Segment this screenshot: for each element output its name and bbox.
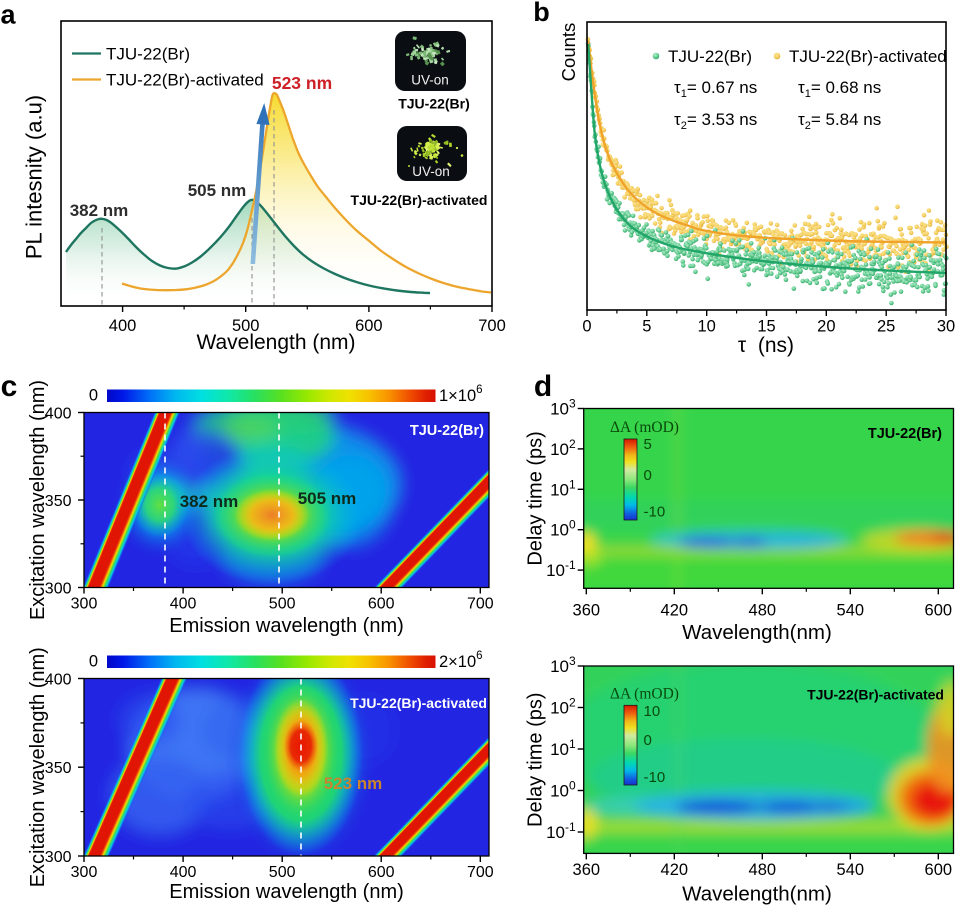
svg-text:360: 360 bbox=[573, 861, 601, 879]
svg-text:300: 300 bbox=[45, 849, 72, 866]
svg-text:τ1= 0.68 ns: τ1= 0.68 ns bbox=[798, 78, 881, 100]
svg-text:103: 103 bbox=[550, 654, 576, 676]
svg-text:c: c bbox=[1, 370, 18, 403]
svg-text:UV-on: UV-on bbox=[412, 164, 450, 179]
svg-text:102: 102 bbox=[550, 696, 576, 718]
svg-text:-10: -10 bbox=[644, 769, 666, 786]
svg-text:d: d bbox=[534, 370, 552, 403]
svg-text:0: 0 bbox=[89, 387, 98, 405]
svg-text:25: 25 bbox=[877, 318, 895, 336]
svg-text:101: 101 bbox=[550, 737, 576, 759]
svg-text:TJU-22(Br): TJU-22(Br) bbox=[868, 426, 942, 442]
svg-text:700: 700 bbox=[478, 317, 506, 335]
svg-text:523 nm: 523 nm bbox=[272, 73, 332, 93]
svg-text:101: 101 bbox=[550, 477, 576, 499]
svg-text:103: 103 bbox=[550, 397, 576, 419]
svg-text:360: 360 bbox=[573, 601, 601, 619]
svg-text:0: 0 bbox=[582, 318, 591, 336]
svg-text:420: 420 bbox=[661, 601, 689, 619]
svg-text:TJU-22(Br): TJU-22(Br) bbox=[398, 96, 470, 112]
svg-text:2×106: 2×106 bbox=[439, 650, 483, 671]
svg-text:τ2= 5.84 ns: τ2= 5.84 ns bbox=[798, 110, 881, 132]
svg-text:Wavelength(nm): Wavelength(nm) bbox=[682, 621, 832, 644]
svg-text:TJU-22(Br): TJU-22(Br) bbox=[410, 423, 484, 439]
svg-text:5: 5 bbox=[642, 318, 651, 336]
svg-text:TJU-22(Br)-activated: TJU-22(Br)-activated bbox=[350, 695, 487, 711]
svg-text:-10: -10 bbox=[644, 504, 666, 521]
svg-text:505 nm: 505 nm bbox=[188, 181, 247, 200]
svg-text:TJU-22(Br): TJU-22(Br) bbox=[106, 45, 190, 64]
svg-text:10: 10 bbox=[644, 703, 661, 720]
svg-text:400: 400 bbox=[170, 864, 197, 881]
svg-text:ΔA (mOD): ΔA (mOD) bbox=[610, 419, 679, 436]
svg-text:0: 0 bbox=[644, 467, 652, 484]
svg-text:600: 600 bbox=[368, 596, 395, 613]
svg-text:1×106: 1×106 bbox=[439, 384, 483, 405]
svg-text:TJU-22(Br)-activated: TJU-22(Br)-activated bbox=[807, 687, 944, 703]
svg-text:10: 10 bbox=[697, 318, 715, 336]
svg-text:Delay time (ps): Delay time (ps) bbox=[525, 692, 547, 826]
svg-text:Wavelength (nm): Wavelength (nm) bbox=[196, 331, 355, 354]
svg-text:540: 540 bbox=[837, 601, 865, 619]
svg-text:30: 30 bbox=[937, 318, 955, 336]
svg-text:5: 5 bbox=[644, 436, 652, 453]
svg-text:500: 500 bbox=[232, 317, 260, 335]
svg-text:TJU-22(Br)-activated: TJU-22(Br)-activated bbox=[789, 47, 947, 66]
svg-text:20: 20 bbox=[817, 318, 835, 336]
svg-text:100: 100 bbox=[550, 518, 576, 540]
svg-text:τ (ns): τ (ns) bbox=[738, 334, 794, 357]
svg-text:Emission wavelength (nm): Emission wavelength (nm) bbox=[169, 881, 404, 903]
svg-text:700: 700 bbox=[467, 596, 494, 613]
svg-text:τ1= 0.67 ns: τ1= 0.67 ns bbox=[674, 78, 757, 100]
svg-text:350: 350 bbox=[45, 493, 72, 510]
svg-text:500: 500 bbox=[269, 864, 296, 881]
svg-text:Delay time (ps): Delay time (ps) bbox=[525, 431, 547, 565]
svg-text:10-1: 10-1 bbox=[546, 820, 576, 842]
svg-text:100: 100 bbox=[550, 779, 576, 801]
svg-text:Wavelength(nm): Wavelength(nm) bbox=[682, 882, 832, 905]
svg-text:102: 102 bbox=[550, 437, 576, 459]
svg-text:350: 350 bbox=[45, 760, 72, 777]
svg-text:400: 400 bbox=[45, 671, 72, 688]
svg-text:400: 400 bbox=[109, 317, 137, 335]
svg-text:600: 600 bbox=[925, 601, 953, 619]
svg-text:523 nm: 523 nm bbox=[324, 774, 383, 793]
svg-text:TJU-22(Br): TJU-22(Br) bbox=[668, 47, 752, 66]
svg-text:300: 300 bbox=[71, 596, 98, 613]
svg-text:b: b bbox=[533, 0, 550, 27]
svg-text:a: a bbox=[0, 0, 16, 30]
svg-text:Excitation wavelength (nm): Excitation wavelength (nm) bbox=[27, 647, 49, 887]
svg-text:400: 400 bbox=[170, 596, 197, 613]
svg-text:TJU-22(Br)-activated: TJU-22(Br)-activated bbox=[106, 71, 264, 90]
svg-text:τ2= 3.53 ns: τ2= 3.53 ns bbox=[674, 110, 757, 132]
svg-text:300: 300 bbox=[71, 864, 98, 881]
svg-text:480: 480 bbox=[749, 601, 777, 619]
svg-text:Emission wavelength (nm): Emission wavelength (nm) bbox=[169, 615, 404, 637]
svg-text:Counts: Counts bbox=[558, 23, 579, 82]
svg-text:500: 500 bbox=[269, 596, 296, 613]
svg-text:600: 600 bbox=[355, 317, 383, 335]
svg-text:ΔA (mOD): ΔA (mOD) bbox=[610, 686, 679, 703]
svg-text:505 nm: 505 nm bbox=[298, 489, 357, 508]
svg-text:700: 700 bbox=[467, 864, 494, 881]
svg-text:480: 480 bbox=[749, 861, 777, 879]
svg-text:600: 600 bbox=[368, 864, 395, 881]
svg-text:600: 600 bbox=[925, 861, 953, 879]
svg-text:10-1: 10-1 bbox=[546, 558, 576, 580]
svg-text:UV-on: UV-on bbox=[411, 73, 449, 88]
svg-text:Excitation wavelength (nm): Excitation wavelength (nm) bbox=[27, 380, 49, 620]
svg-text:400: 400 bbox=[45, 405, 72, 422]
svg-text:382 nm: 382 nm bbox=[70, 201, 129, 220]
svg-text:TJU-22(Br)-activated: TJU-22(Br)-activated bbox=[351, 192, 488, 208]
svg-text:300: 300 bbox=[45, 580, 72, 597]
svg-text:PL intesnity (a.u): PL intesnity (a.u) bbox=[22, 95, 47, 259]
svg-text:420: 420 bbox=[661, 861, 689, 879]
svg-text:0: 0 bbox=[89, 653, 98, 671]
svg-text:540: 540 bbox=[837, 861, 865, 879]
svg-text:15: 15 bbox=[757, 318, 775, 336]
svg-text:382 nm: 382 nm bbox=[180, 492, 239, 511]
svg-text:0: 0 bbox=[644, 732, 652, 749]
